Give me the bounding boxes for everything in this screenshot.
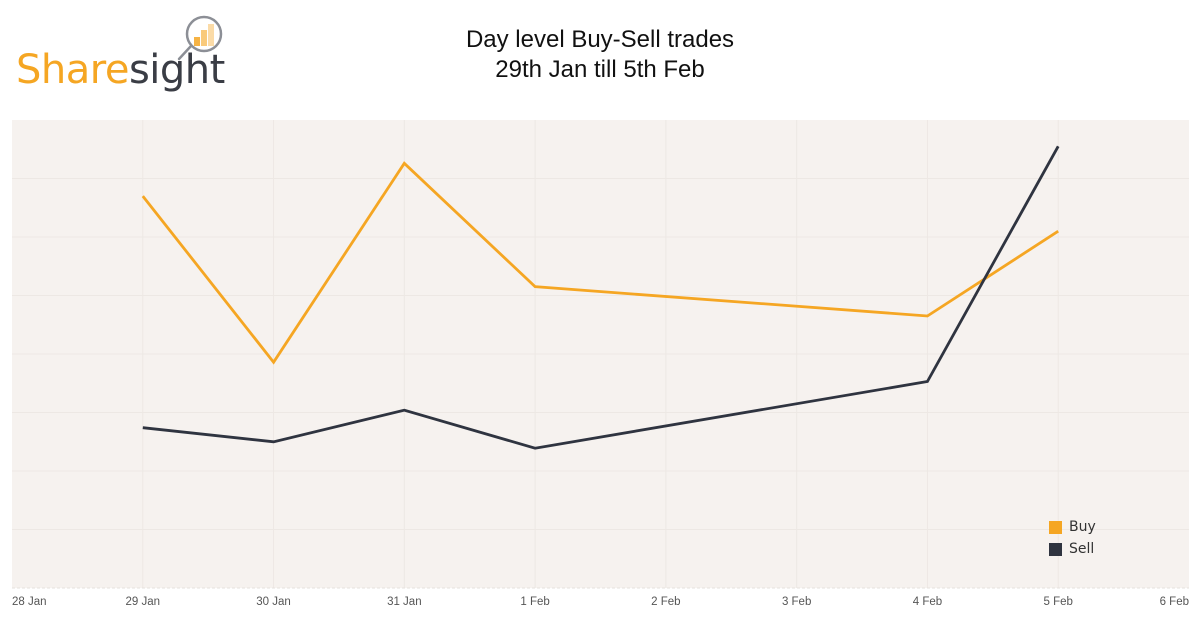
x-tick-label: 28 Jan: [12, 596, 47, 608]
x-tick-label: 31 Jan: [387, 596, 422, 608]
magnifier-bar-chart-icon: [177, 15, 223, 61]
logo-text-share: Share: [16, 47, 129, 93]
gridlines: [12, 120, 1189, 588]
legend: Buy Sell: [1049, 516, 1096, 560]
x-tick-label: 2 Feb: [651, 596, 681, 608]
sharesight-logo: Sharesight: [16, 12, 226, 102]
chart-title: Day level Buy-Sell trades 29th Jan till …: [0, 25, 1200, 85]
x-tick-label: 6 Feb: [1159, 596, 1189, 608]
chart-title-line1: Day level Buy-Sell trades: [465, 26, 735, 53]
x-tick-label: 3 Feb: [781, 596, 812, 608]
sell-series-line: [142, 145, 1060, 450]
legend-label-buy: Buy: [1069, 519, 1096, 535]
x-tick-label: 30 Jan: [256, 596, 291, 608]
x-tick-label: 4 Feb: [912, 596, 943, 608]
x-tick-label: 1 Feb: [520, 596, 550, 608]
logo-text-sight: sight: [128, 47, 225, 93]
legend-item-sell[interactable]: Sell: [1049, 538, 1096, 560]
legend-item-buy[interactable]: Buy: [1049, 516, 1096, 538]
legend-label-sell: Sell: [1069, 541, 1095, 557]
x-tick-label: 5 Feb: [1043, 596, 1073, 608]
sell-swatch-icon: [1049, 542, 1062, 556]
chart-subtitle: 29th Jan till 5th Feb: [495, 56, 705, 83]
logo-wordmark: Sharesight: [16, 50, 225, 90]
buy-series-line: [141, 161, 1059, 365]
buy-swatch-icon: [1049, 520, 1062, 534]
x-tick-label: 29 Jan: [125, 596, 161, 608]
